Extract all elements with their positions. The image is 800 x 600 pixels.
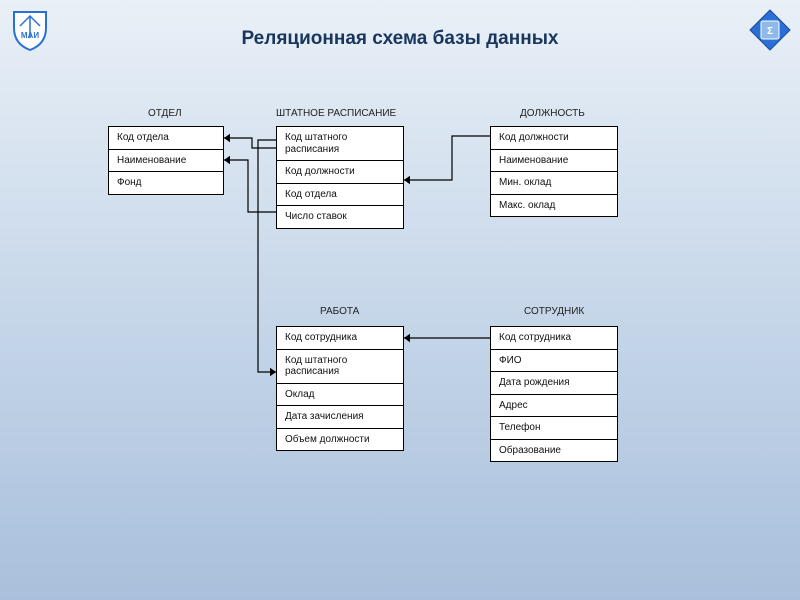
field-label: Адрес bbox=[491, 395, 617, 418]
field-label: Код должности bbox=[491, 127, 617, 150]
field-label: Образование bbox=[491, 440, 617, 462]
field-label: Мин. оклад bbox=[491, 172, 617, 195]
field-label: Код сотрудника bbox=[277, 327, 403, 350]
svg-text:МАИ: МАИ bbox=[21, 31, 39, 40]
entity-dolzhnost: Код должности Наименование Мин. оклад Ма… bbox=[490, 126, 618, 217]
field-label: Объем должности bbox=[277, 429, 403, 451]
field-label: Дата зачисления bbox=[277, 406, 403, 429]
field-label: Телефон bbox=[491, 417, 617, 440]
diagram-canvas: { "title": "Реляционная схема базы данны… bbox=[0, 0, 800, 600]
field-label: Оклад bbox=[277, 384, 403, 407]
field-label: Код сотрудника bbox=[491, 327, 617, 350]
field-label: Код должности bbox=[277, 161, 403, 184]
entity-title-shtat: ШТАТНОЕ РАСПИСАНИЕ bbox=[276, 108, 396, 119]
entity-otdel: Код отдела Наименование Фонд bbox=[108, 126, 224, 195]
entity-rabota: Код сотрудника Код штатного расписания О… bbox=[276, 326, 404, 451]
field-label: Наименование bbox=[109, 150, 223, 173]
field-label: Дата рождения bbox=[491, 372, 617, 395]
field-label: Код отдела bbox=[109, 127, 223, 150]
logo-right-icon: Σ bbox=[748, 8, 792, 52]
entity-shtat: Код штатного расписания Код должности Ко… bbox=[276, 126, 404, 229]
field-label: Код штатного расписания bbox=[277, 350, 403, 384]
diagram-title: Реляционная схема базы данных bbox=[0, 28, 800, 50]
logo-left-icon: МАИ bbox=[8, 8, 52, 52]
svg-text:Σ: Σ bbox=[767, 26, 773, 37]
field-label: Макс. оклад bbox=[491, 195, 617, 217]
entity-title-sotrudnik: СОТРУДНИК bbox=[524, 306, 584, 317]
entity-title-otdel: ОТДЕЛ bbox=[148, 108, 182, 119]
field-label: Код штатного расписания bbox=[277, 127, 403, 161]
entity-title-rabota: РАБОТА bbox=[320, 306, 359, 317]
connectors-layer bbox=[0, 0, 800, 600]
field-label: ФИО bbox=[491, 350, 617, 373]
field-label: Код отдела bbox=[277, 184, 403, 207]
field-label: Число ставок bbox=[277, 206, 403, 228]
field-label: Фонд bbox=[109, 172, 223, 194]
entity-title-dolzhnost: ДОЛЖНОСТЬ bbox=[520, 108, 585, 119]
entity-sotrudnik: Код сотрудника ФИО Дата рождения Адрес Т… bbox=[490, 326, 618, 462]
field-label: Наименование bbox=[491, 150, 617, 173]
